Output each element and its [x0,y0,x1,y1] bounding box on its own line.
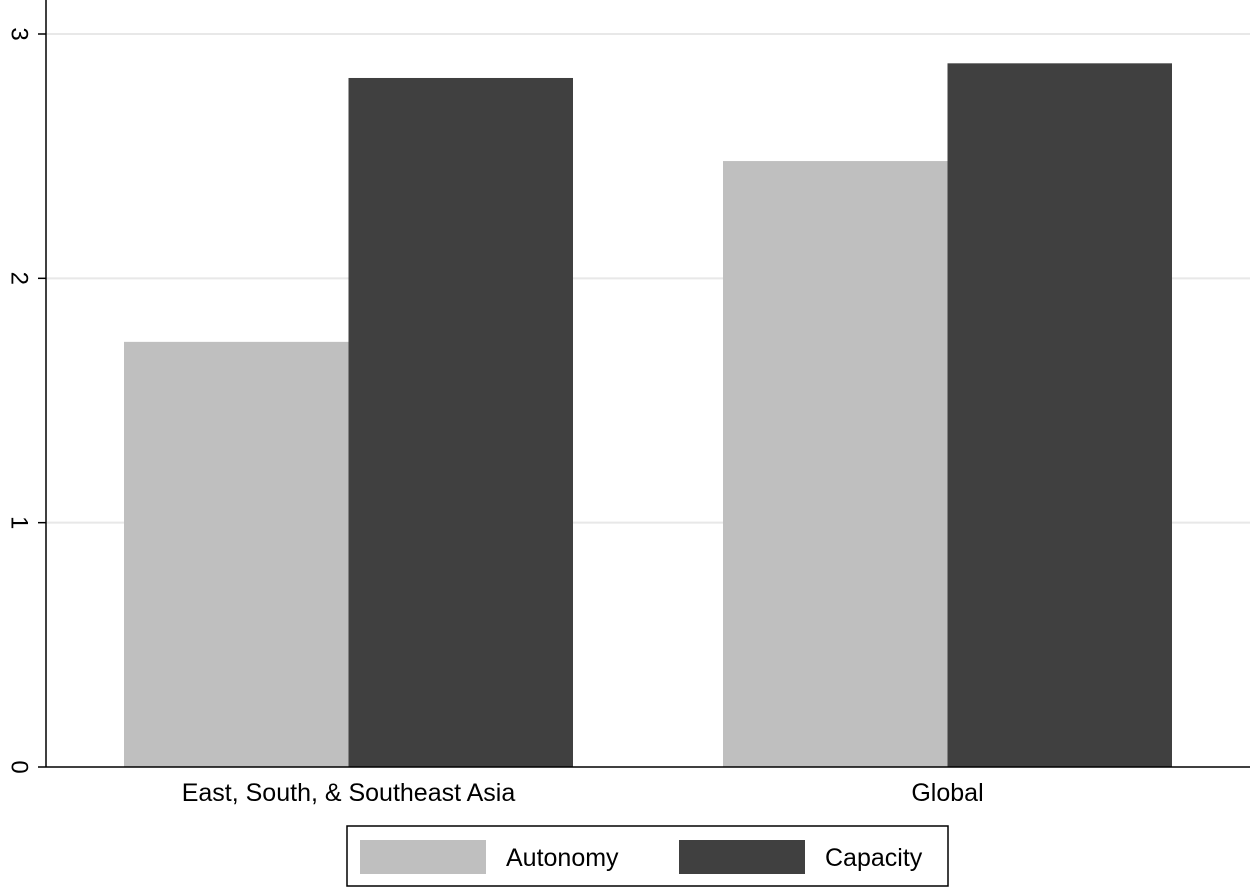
legend: Autonomy Capacity [346,825,949,887]
legend-label-capacity: Capacity [825,844,923,872]
axes [45,0,1250,768]
y-ticks: 0 1 2 3 [6,27,46,774]
y-tick-label: 1 [6,516,33,529]
bar-autonomy-1 [723,161,948,767]
y-tick-label: 0 [6,760,33,773]
x-category-label: East, South, & Southeast Asia [182,779,516,807]
legend-swatch-capacity [679,840,805,874]
bars [124,63,1172,768]
x-category-labels: East, South, & Southeast Asia Global [182,779,984,807]
legend-label-autonomy: Autonomy [506,844,619,872]
bar-capacity-0 [348,77,573,768]
x-category-label: Global [911,779,983,807]
y-tick-label: 3 [6,27,33,40]
bar-capacity-1 [947,63,1172,767]
bar-autonomy-0 [124,341,349,767]
legend-swatch-autonomy [360,840,486,874]
y-tick-label: 2 [6,272,33,285]
